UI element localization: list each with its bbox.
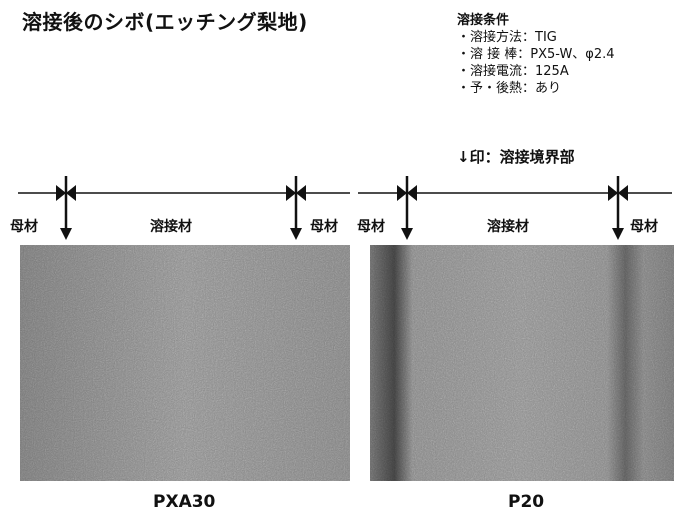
welding-conditions: 溶接条件 ・溶接方法：TIG ・溶 接 棒：PX5-W、φ2.4 ・溶接電流：1… [457,12,615,97]
boundary-marker-left-2 [286,176,306,240]
boundary-marker-left-1 [56,176,76,240]
condition-rod: ・溶 接 棒：PX5-W、φ2.4 [457,47,615,62]
boundary-marker-right-1 [397,176,417,240]
label-base-left-2: 母材 [310,219,338,235]
boundary-marker-right-2 [608,176,628,240]
photo-p20 [370,245,674,481]
label-weld-left: 溶接材 [150,219,192,235]
label-weld-right: 溶接材 [487,219,529,235]
conditions-heading: 溶接条件 [457,13,510,28]
condition-heat: ・予・後熱：あり [457,81,562,96]
label-base-left-1: 母材 [10,219,38,235]
condition-method: ・溶接方法：TIG [457,30,557,45]
label-base-right-2: 母材 [630,219,658,235]
caption-p20: P20 [508,492,545,512]
page-title: 溶接後のシボ(エッチング梨地) [22,10,308,34]
arrow-legend: ↓印：溶接境界部 [457,148,575,166]
photo-pxa30 [20,245,350,481]
label-base-right-1: 母材 [357,219,385,235]
caption-pxa30: PXA30 [153,492,216,512]
condition-current: ・溶接電流：125A [457,64,569,79]
